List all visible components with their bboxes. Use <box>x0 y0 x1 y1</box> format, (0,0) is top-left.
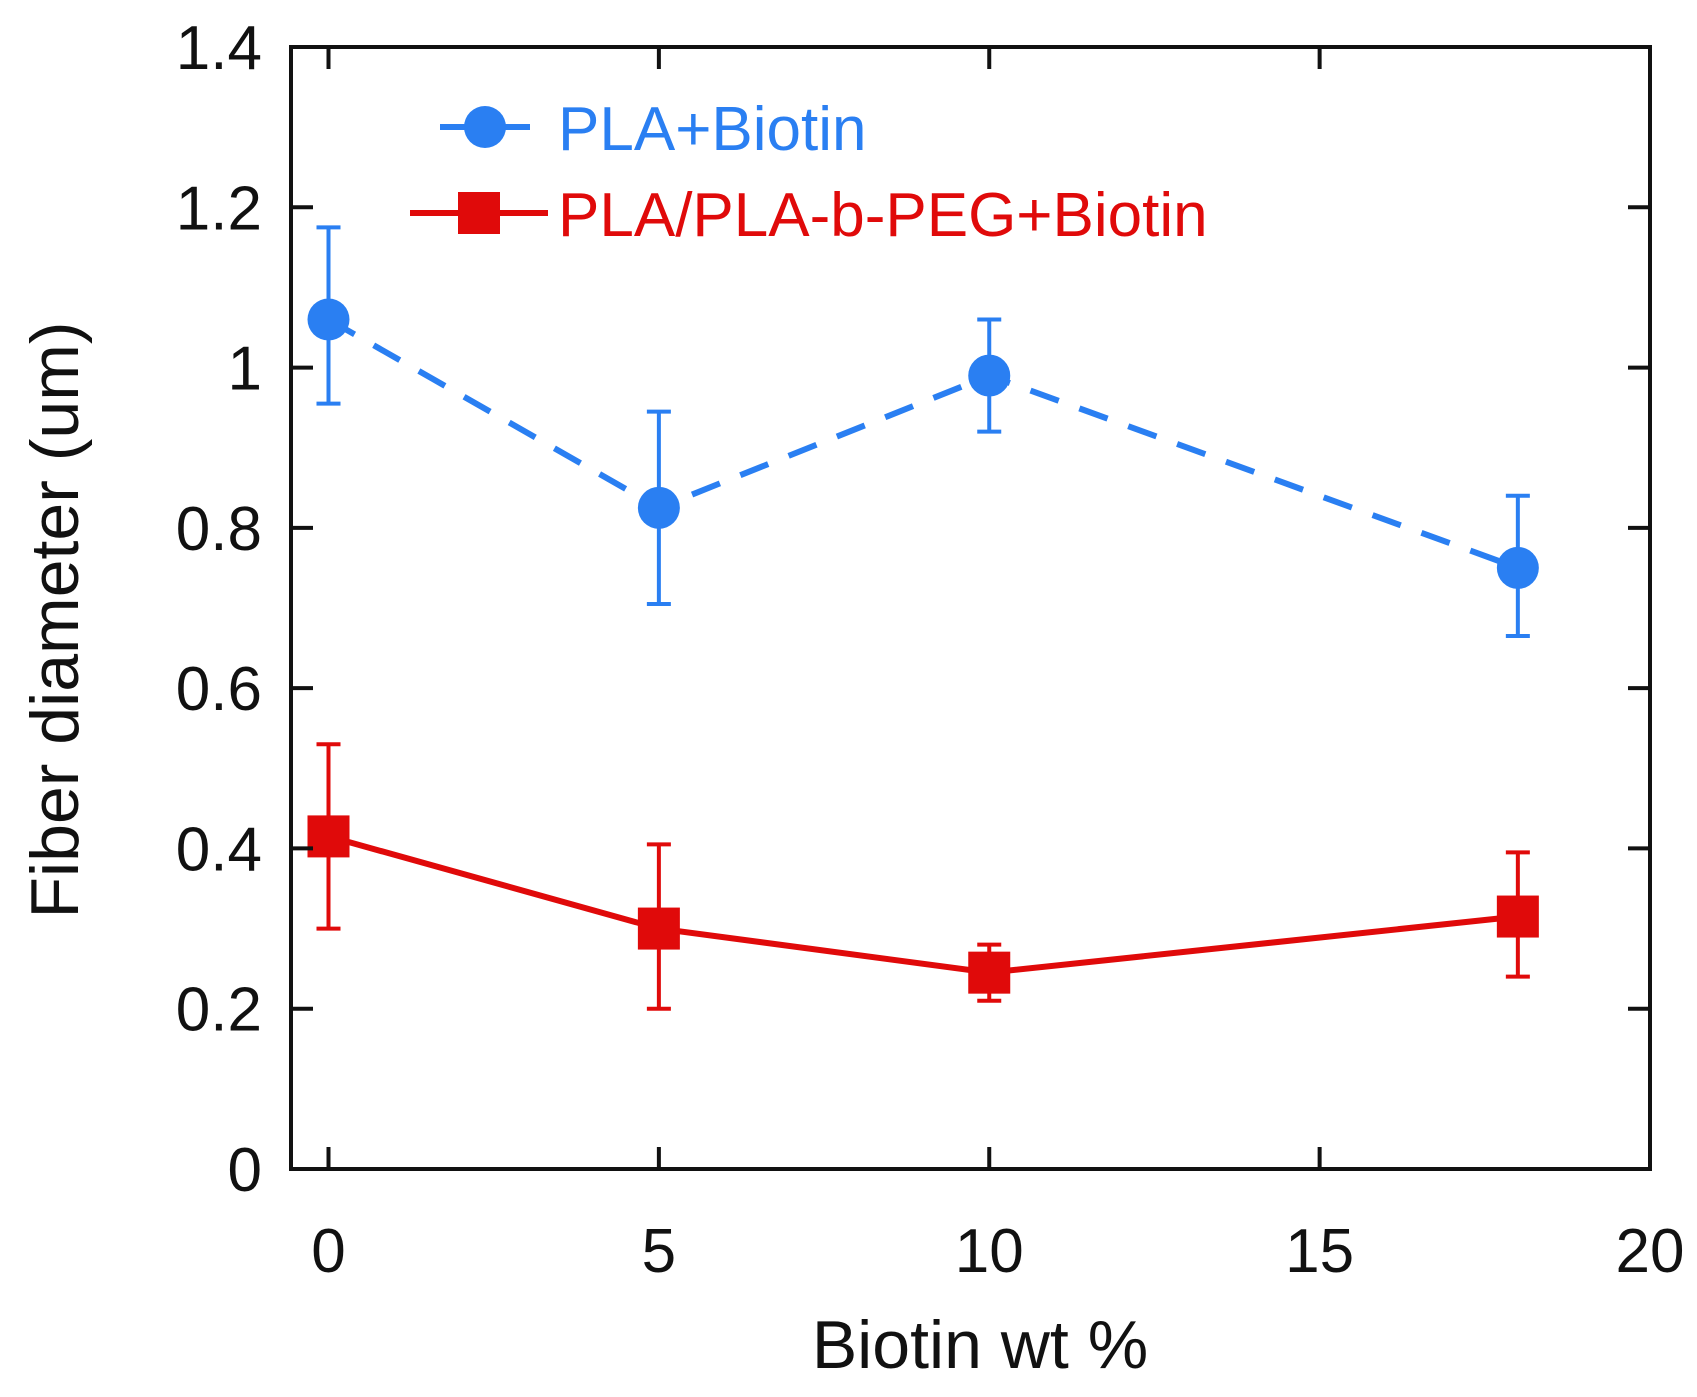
y-tick-label: 0.6 <box>176 655 262 724</box>
series-2 <box>307 742 1539 1011</box>
data-point <box>307 815 350 858</box>
y-tick-label: 1.4 <box>176 14 262 83</box>
legend-marker <box>464 106 506 148</box>
y-tick-label: 0.8 <box>176 495 262 564</box>
plot-frame <box>289 45 1652 1171</box>
series-line <box>327 833 1519 976</box>
data-point <box>1496 895 1539 938</box>
y-tick-label: 0 <box>228 1136 262 1205</box>
legend-marker <box>458 192 500 234</box>
legend-label: PLA/PLA-b-PEG+Biotin <box>558 181 1208 250</box>
x-tick-label: 15 <box>1285 1217 1354 1286</box>
y-tick-label: 0.2 <box>176 976 262 1045</box>
data-point <box>968 354 1011 397</box>
legend-label: PLA+Biotin <box>558 95 867 164</box>
x-tick-label: 5 <box>642 1217 676 1286</box>
y-tick-label: 0.4 <box>176 815 262 884</box>
x-tick-label: 0 <box>311 1217 345 1286</box>
legend: PLA+Biotin PLA/PLA-b-PEG+Biotin <box>410 95 1208 250</box>
legend-entry-2: PLA/PLA-b-PEG+Biotin <box>410 181 1208 250</box>
data-point <box>968 951 1011 994</box>
x-tick-label: 20 <box>1616 1217 1685 1286</box>
y-axis-label: Fiber diameter (um) <box>17 321 93 918</box>
plot-area <box>307 225 1539 1011</box>
series-1 <box>307 225 1539 639</box>
y-tick-label: 1.2 <box>176 174 262 243</box>
x-axis-label: Biotin wt % <box>812 1307 1148 1383</box>
data-point <box>637 907 680 950</box>
axes: 0 5 10 15 20 0 0.2 0.4 0.6 0.8 1 1.2 1.4 <box>176 14 1685 1286</box>
y-tick-label: 1 <box>228 335 262 404</box>
x-tick-label: 10 <box>955 1217 1024 1286</box>
data-point <box>307 298 350 341</box>
data-point <box>637 486 680 529</box>
data-point <box>1496 546 1539 589</box>
series-line <box>327 316 1519 571</box>
legend-entry-1: PLA+Biotin <box>440 95 867 164</box>
